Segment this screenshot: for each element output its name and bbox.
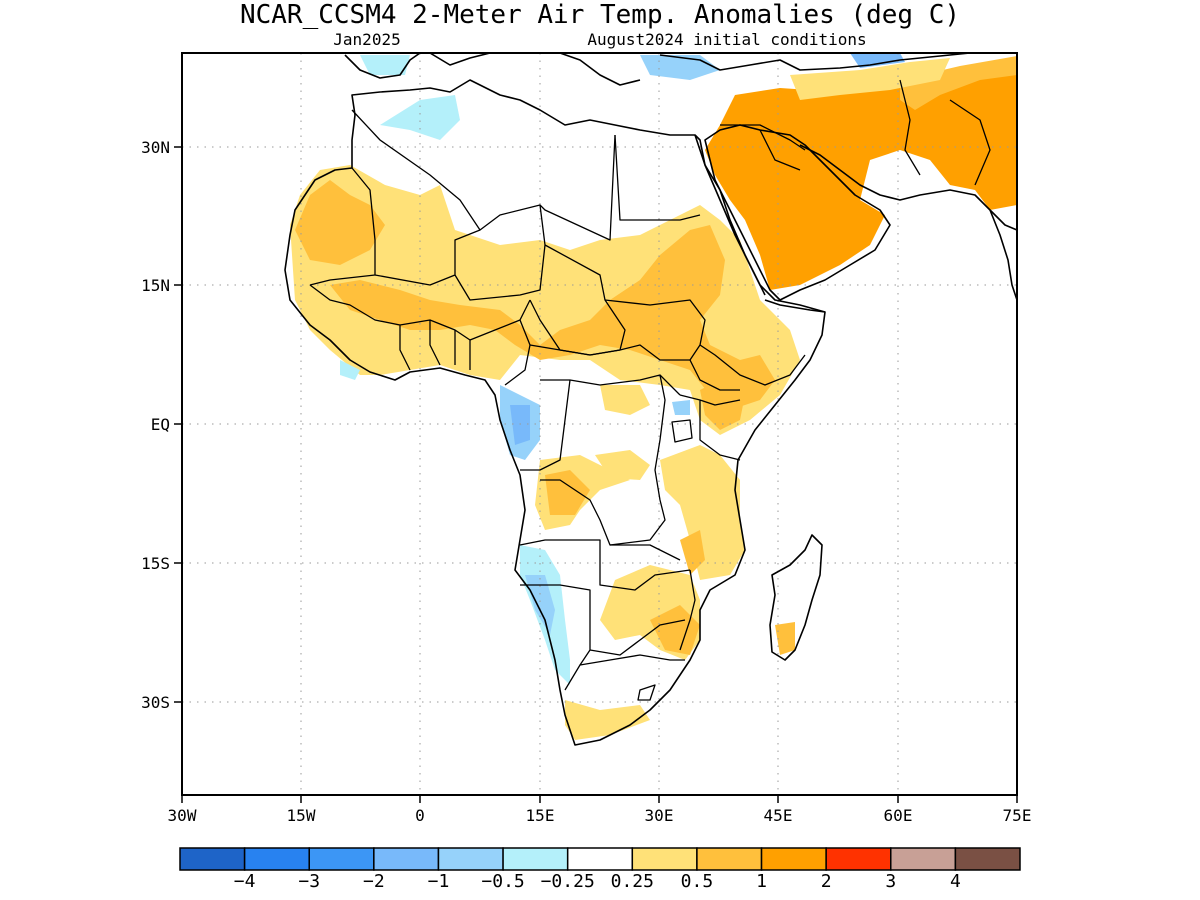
anomaly-southern-mid	[650, 605, 700, 655]
border-angola-zambia	[519, 539, 691, 591]
colorbar-label: −0.25	[541, 871, 595, 892]
border-mali-niger	[374, 204, 546, 301]
y-tick-label: 15S	[141, 554, 170, 573]
anomaly-sahel-mid	[330, 225, 775, 410]
india-coastline	[989, 209, 1017, 301]
anomaly-madagascar-mid	[775, 622, 795, 655]
border-nigeria-cameroon	[469, 299, 531, 386]
anomaly-angola-cool-mid	[525, 575, 555, 635]
colorbar-label: 1	[756, 871, 767, 892]
map-frame	[181, 52, 1018, 796]
gulf-of-aden-coastline	[764, 299, 826, 313]
border-mozambique	[679, 569, 696, 651]
initial-conditions-label: August2024 initial conditions	[587, 30, 866, 49]
x-tick-label: 15W	[287, 806, 316, 825]
colorbar-swatch	[566, 847, 634, 871]
border-ethiopia	[689, 344, 806, 391]
colorbar-swatch	[631, 847, 698, 871]
africa-coastline	[284, 79, 826, 746]
anomaly-gabon-cool-strong	[510, 405, 530, 445]
anomaly-mozambique-mid	[680, 530, 705, 575]
border-car-congo	[529, 344, 681, 396]
x-tick-label: 60E	[884, 806, 913, 825]
anomaly-north-light	[790, 58, 950, 100]
colorbar-swatch	[437, 847, 504, 871]
colorbar: −4 −3 −2 −1 −0.5 −0.25 0.25 0.5 1 2 3 4	[179, 847, 1021, 892]
anomaly-cape-light	[565, 700, 650, 740]
anomaly-med-cool-2	[850, 53, 905, 68]
colorbar-label: −3	[298, 871, 320, 892]
x-tick-label: 15E	[526, 806, 555, 825]
colorbar-swatch	[890, 847, 957, 871]
colorbar-swatch	[308, 847, 375, 871]
anomaly-iran-mid	[900, 56, 1017, 110]
persian-gulf-coastline	[799, 144, 1017, 231]
map-area	[182, 53, 1017, 795]
colorbar-swatch	[825, 847, 892, 871]
lake-victoria	[671, 419, 693, 443]
y-tick-label: EQ	[151, 415, 170, 434]
anomaly-north-africa-cool	[380, 95, 460, 140]
country-borders	[309, 79, 991, 701]
forecast-month: Jan2025	[333, 30, 400, 49]
y-tick-label: 30N	[141, 138, 170, 157]
colorbar-swatch	[373, 847, 440, 871]
border-east-africa	[679, 394, 741, 461]
x-tick-label: 30W	[168, 806, 197, 825]
border-algeria	[351, 109, 616, 241]
anomaly-lake-cool	[672, 400, 690, 415]
border-namibia-botswana	[520, 584, 686, 666]
lat-lon-grid	[182, 53, 1017, 795]
colorbar-label: −1	[428, 871, 450, 892]
y-axis-labels: 30N 15N EQ 15S 30S	[141, 138, 170, 712]
border-drc	[520, 374, 666, 546]
anomaly-west-africa-mid	[295, 180, 385, 265]
europe-coastline	[182, 53, 971, 86]
red-sea-coastline	[694, 134, 766, 296]
colorbar-label: 4	[950, 871, 961, 892]
x-tick-label: 45E	[764, 806, 793, 825]
colorbar-label: 0.25	[611, 871, 654, 892]
anomaly-east-africa-mid	[700, 380, 745, 430]
colorbar-swatch	[179, 847, 246, 871]
coastlines	[182, 53, 1017, 746]
x-tick-label: 0	[415, 806, 425, 825]
anomaly-central-light-2	[595, 450, 650, 480]
colorbar-label: −4	[234, 871, 256, 892]
anomaly-west-africa-light	[290, 165, 800, 435]
colorbar-label: −2	[363, 871, 385, 892]
x-tick-label: 30E	[645, 806, 674, 825]
colorbar-swatch	[954, 847, 1021, 871]
anomaly-shading	[290, 53, 1017, 740]
colorbar-swatch	[502, 847, 569, 871]
anomaly-med-cool	[640, 55, 720, 80]
anomaly-iberia-cool	[360, 55, 410, 75]
colorbar-label: 3	[885, 871, 896, 892]
colorbar-swatch	[243, 847, 310, 871]
colorbar-swatch	[760, 847, 827, 871]
anomaly-congo-mid	[545, 470, 590, 515]
anomaly-middle-east-warm	[705, 60, 1017, 290]
x-axis-labels: 30W 15W 0 15E 30E 45E 60E 75E	[168, 806, 1032, 825]
colorbar-label: −0.5	[481, 871, 524, 892]
map-title: NCAR_CCSM4 2-Meter Air Temp. Anomalies (…	[240, 0, 960, 30]
border-south-africa	[564, 654, 685, 701]
madagascar-coastline	[769, 534, 823, 661]
border-libya-egypt	[614, 134, 701, 221]
axis-tick-marks	[174, 146, 1018, 803]
border-middle-east	[720, 79, 991, 186]
anomaly-mozambique-light	[690, 520, 745, 580]
colorbar-label: 0.5	[681, 871, 714, 892]
colorbar-swatch	[696, 847, 763, 871]
y-tick-label: 30S	[141, 693, 170, 712]
border-sahara-west	[309, 167, 376, 286]
colorbar-label: 2	[821, 871, 832, 892]
y-tick-label: 15N	[141, 276, 170, 295]
border-west-africa	[309, 284, 471, 371]
x-tick-label: 75E	[1003, 806, 1032, 825]
anomaly-guinea-cool	[340, 360, 360, 380]
anomaly-central-light	[600, 385, 650, 415]
